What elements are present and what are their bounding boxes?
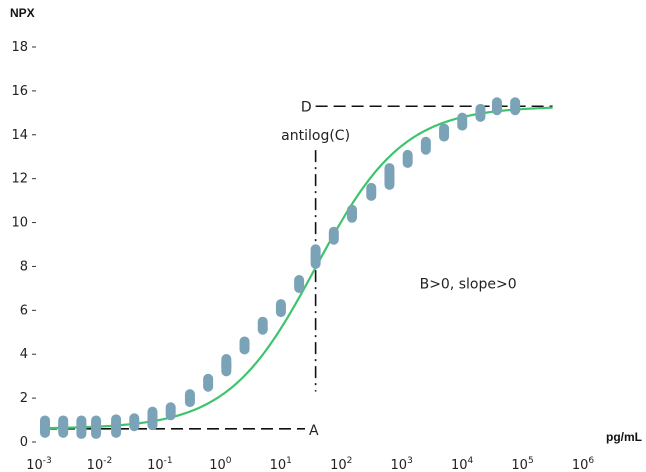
- data-point: [457, 112, 468, 131]
- data-point: [257, 316, 268, 335]
- y-tick-label: 12: [11, 172, 28, 187]
- data-point: [40, 415, 50, 434]
- x-tick-label: 104: [451, 456, 474, 472]
- data-point: [203, 373, 214, 392]
- x-tick-label: 100: [209, 456, 232, 472]
- y-axis-ticks: 0 2 4 6 8 10 12 14 16 18: [11, 40, 36, 450]
- data-point: [184, 389, 195, 408]
- data-point: [91, 415, 102, 434]
- label-d: D: [301, 99, 312, 115]
- label-a: A: [309, 423, 319, 439]
- data-point: [129, 413, 140, 432]
- data-point: [491, 97, 502, 116]
- x-tick-label: 102: [330, 456, 352, 472]
- label-slope-note: B>0, slope>0: [420, 276, 517, 292]
- y-tick-label: 10: [11, 216, 28, 231]
- data-point: [275, 299, 286, 318]
- x-tick-label: 101: [270, 456, 292, 472]
- data-point: [294, 275, 305, 293]
- y-tick-label: 18: [11, 40, 28, 55]
- parameter-guides: [45, 105, 553, 430]
- y-tick-label: 14: [11, 128, 28, 143]
- y-tick-label: 0: [20, 435, 28, 450]
- data-point: [221, 354, 232, 372]
- fit-curve: [44, 106, 553, 430]
- x-tick-label: 10-1: [147, 456, 173, 472]
- data-point: [165, 402, 176, 421]
- y-tick-label: 4: [20, 347, 28, 362]
- data-points: [40, 97, 521, 439]
- y-tick-label: 2: [20, 391, 28, 406]
- data-point: [366, 182, 377, 201]
- data-point: [239, 336, 250, 355]
- y-tick-label: 8: [20, 259, 28, 274]
- data-point: [384, 163, 395, 182]
- data-point: [475, 103, 486, 122]
- x-axis-label: pg/mL: [606, 430, 642, 444]
- data-point: [420, 136, 431, 155]
- data-point: [58, 415, 69, 434]
- x-axis-ticks: 10-3 10-2 10-1 100 101 102 103 104 105 106: [26, 456, 594, 472]
- data-point: [310, 244, 321, 263]
- y-tick-label: 6: [20, 303, 28, 318]
- x-tick-label: 10-2: [87, 456, 113, 472]
- x-tick-label: 10-3: [26, 456, 52, 472]
- x-tick-label: 103: [391, 456, 413, 472]
- x-tick-label: 105: [511, 456, 533, 472]
- data-point: [111, 414, 122, 433]
- x-tick-label: 106: [572, 456, 595, 472]
- data-point: [147, 406, 158, 425]
- y-axis-label: NPX: [10, 6, 35, 20]
- y-tick-label: 16: [11, 84, 28, 99]
- label-antilog-c: antilog(C): [281, 128, 350, 144]
- data-point: [402, 149, 413, 168]
- data-point: [328, 226, 339, 245]
- data-point: [510, 97, 521, 116]
- data-point: [439, 123, 450, 142]
- data-point: [76, 415, 87, 434]
- data-point: [347, 204, 358, 223]
